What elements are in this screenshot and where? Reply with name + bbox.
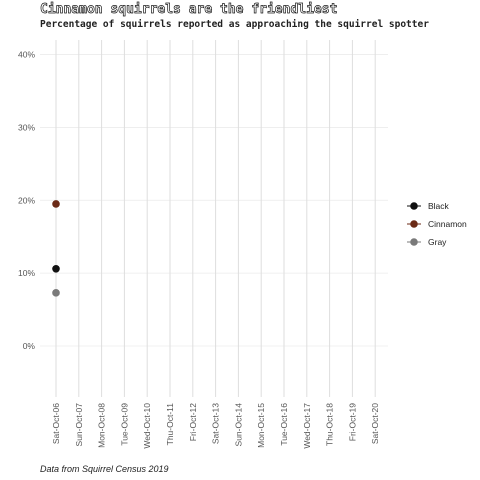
y-tick-label: 40%	[18, 50, 35, 60]
x-tick-label: Fri-Oct-19	[347, 403, 357, 442]
x-tick-label: Sat-Oct-13	[211, 403, 221, 444]
x-tick-label: Wed-Oct-10	[142, 403, 152, 449]
x-tick-label: Tue-Oct-16	[279, 403, 289, 446]
x-tick-label: Mon-Oct-15	[256, 403, 266, 448]
data-point-cinnamon	[52, 200, 60, 208]
legend-label: Gray	[428, 237, 447, 247]
data-point-black	[52, 264, 60, 273]
legend-label: Black	[428, 201, 450, 211]
legend-key-cinnamon	[410, 220, 418, 228]
x-tick-label: Thu-Oct-18	[325, 403, 335, 446]
chart-caption: Data from Squirrel Census 2019	[40, 464, 169, 474]
y-tick-label: 30%	[18, 122, 35, 132]
chart-title: Cinnamon squirrels are the friendliest	[40, 2, 337, 17]
legend-key-black	[410, 202, 418, 210]
y-tick-label: 0%	[23, 341, 36, 351]
x-tick-label: Sat-Oct-20	[370, 403, 380, 444]
legend: Black Cinnamon Gray	[407, 201, 467, 247]
x-tick-label: Wed-Oct-17	[302, 403, 312, 449]
x-tick-label: Sat-Oct-06	[51, 403, 61, 444]
y-tick-label: 20%	[18, 195, 35, 205]
chart-subtitle: Percentage of squirrels reported as appr…	[40, 19, 429, 30]
plot-area: 0% 10% 20% 30% 40% Sat-Oct-06 Sun-Oct-07 Mon-Oc…	[18, 40, 388, 449]
x-tick-label: Thu-Oct-11	[165, 403, 175, 446]
x-tick-label: Tue-Oct-09	[119, 403, 129, 446]
y-tick-label: 10%	[18, 268, 35, 278]
legend-key-gray	[410, 238, 418, 246]
legend-label: Cinnamon	[428, 219, 467, 229]
x-tick-label: Sun-Oct-07	[74, 403, 84, 447]
x-tick-label: Sun-Oct-14	[233, 403, 243, 447]
x-tick-label: Mon-Oct-08	[97, 403, 107, 448]
x-tick-label: Fri-Oct-12	[188, 403, 198, 442]
data-point-gray	[52, 289, 60, 297]
